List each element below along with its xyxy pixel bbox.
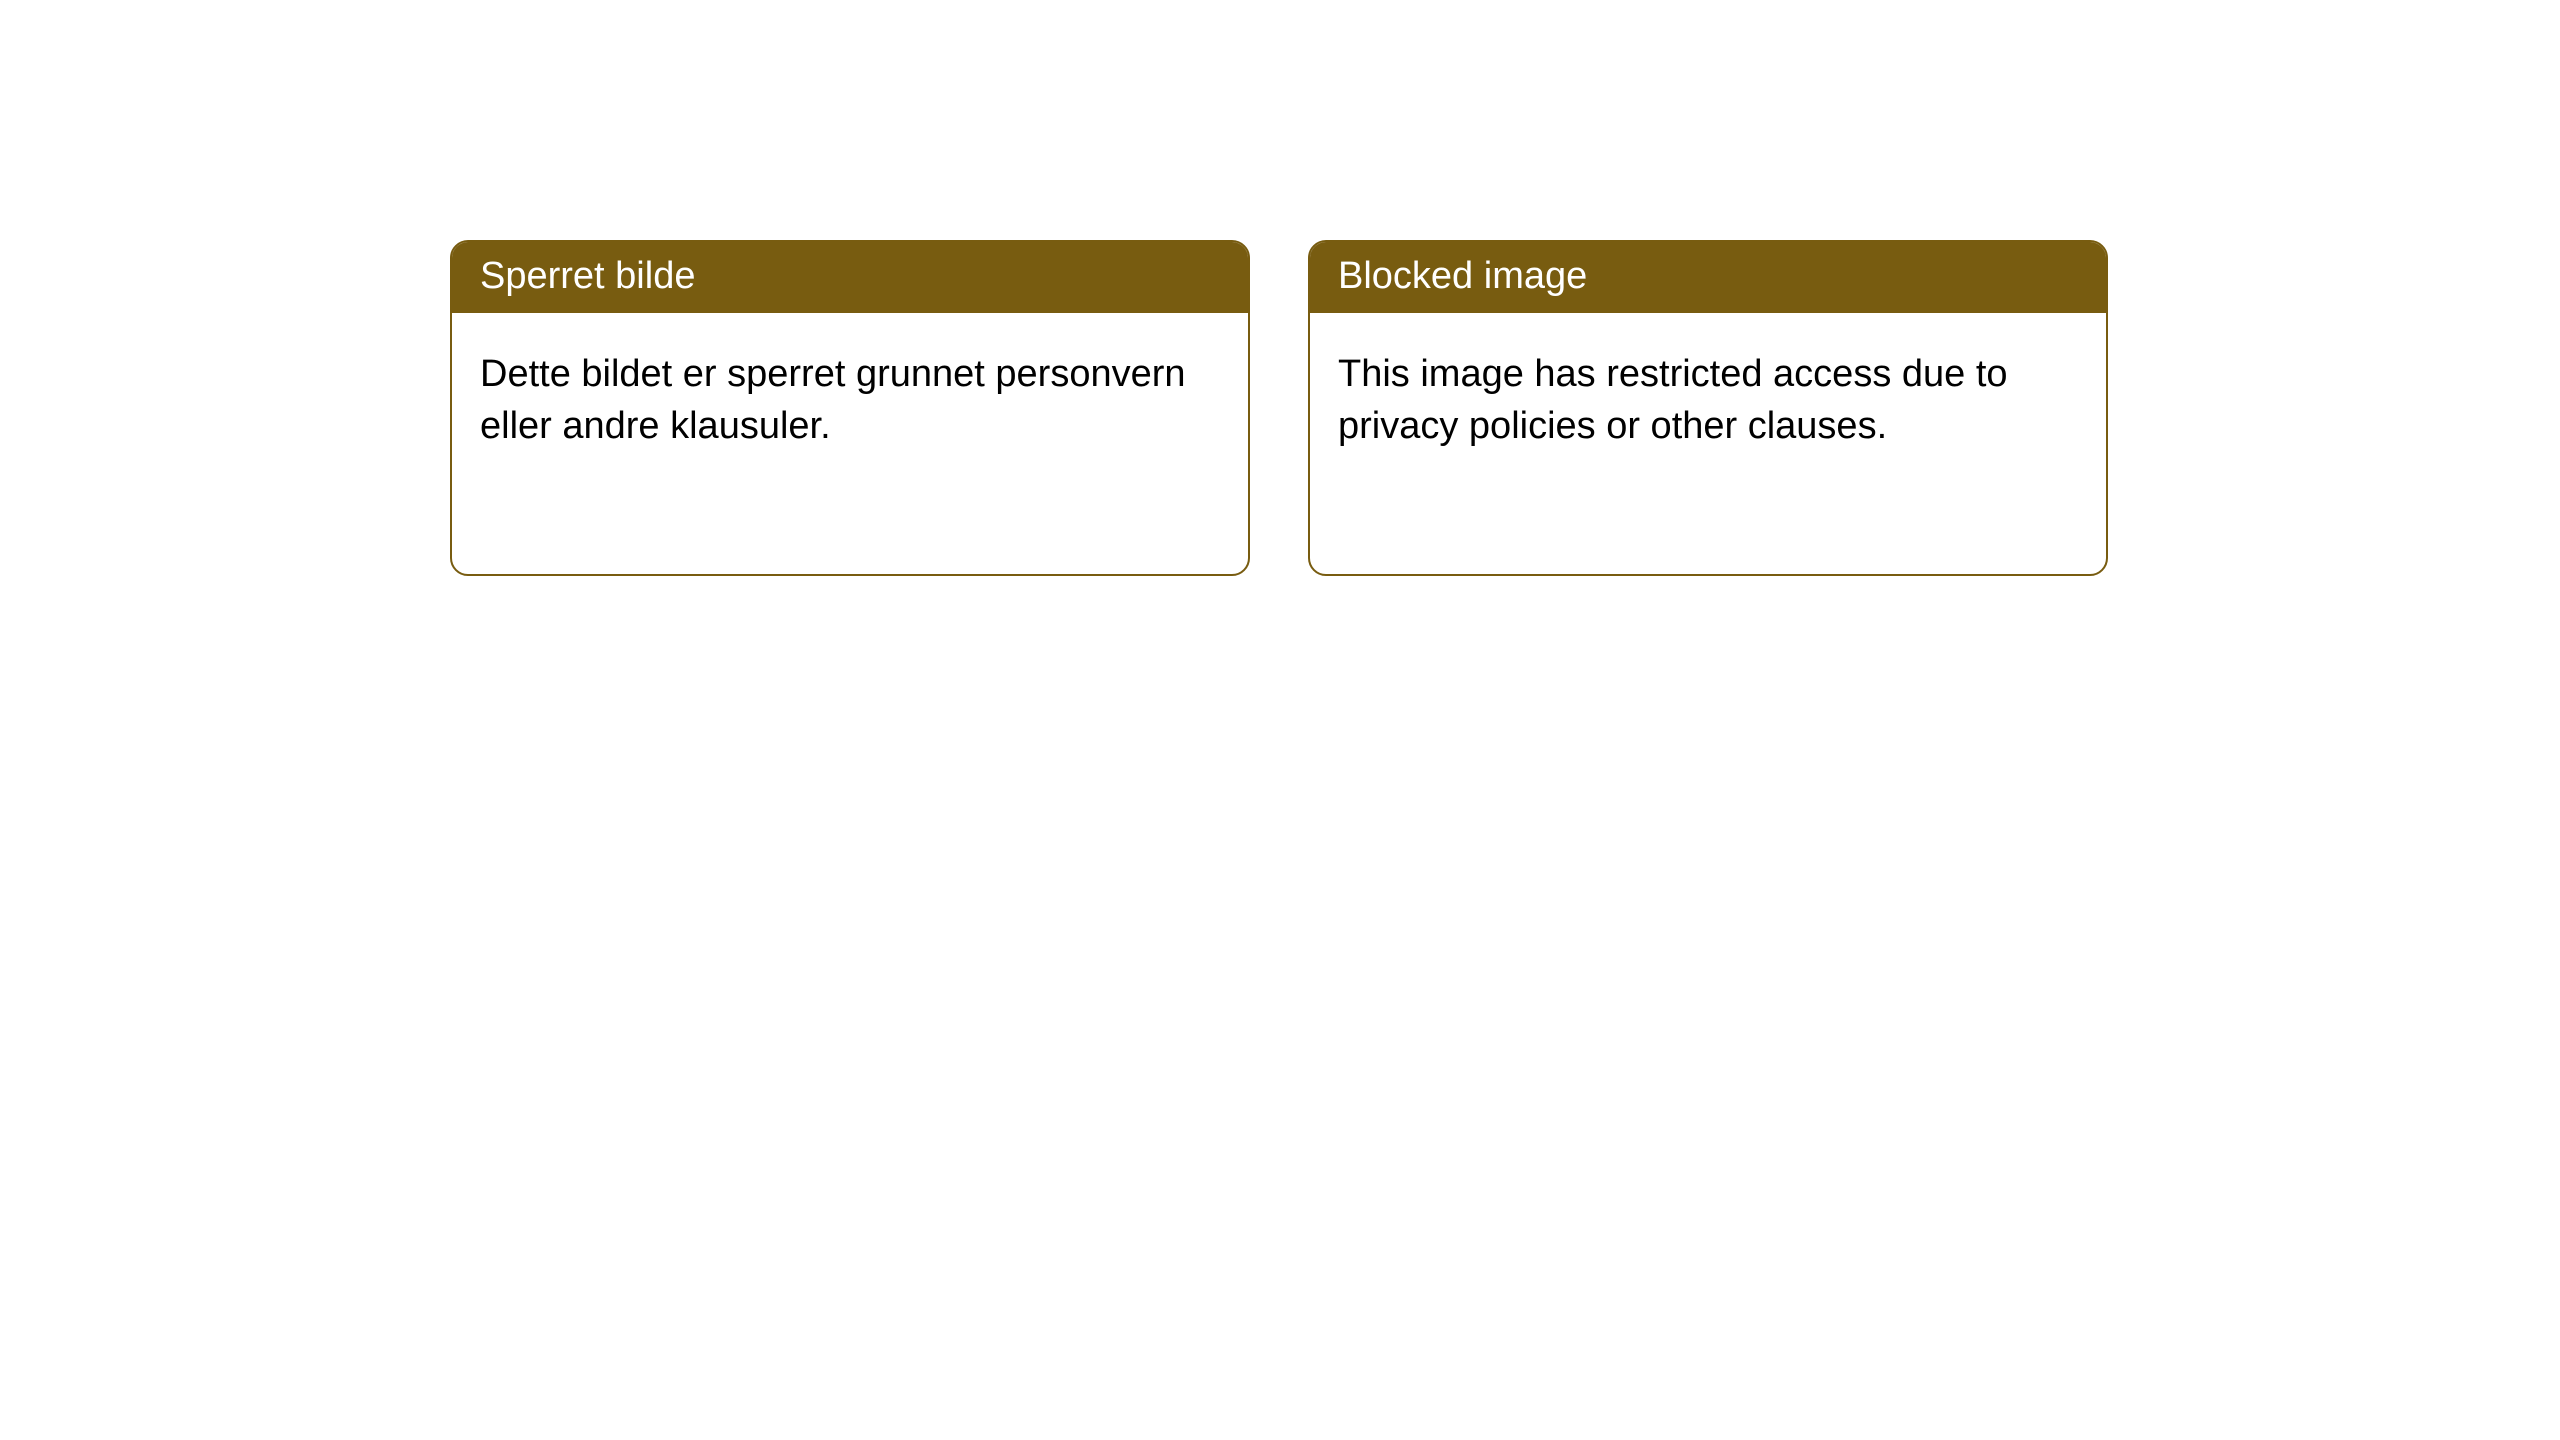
notice-header: Sperret bilde xyxy=(452,242,1248,313)
notice-header: Blocked image xyxy=(1310,242,2106,313)
notice-card-english: Blocked image This image has restricted … xyxy=(1308,240,2108,576)
notice-body: Dette bildet er sperret grunnet personve… xyxy=(452,313,1248,488)
notice-card-norwegian: Sperret bilde Dette bildet er sperret gr… xyxy=(450,240,1250,576)
notice-body: This image has restricted access due to … xyxy=(1310,313,2106,488)
notice-container: Sperret bilde Dette bildet er sperret gr… xyxy=(0,0,2560,576)
